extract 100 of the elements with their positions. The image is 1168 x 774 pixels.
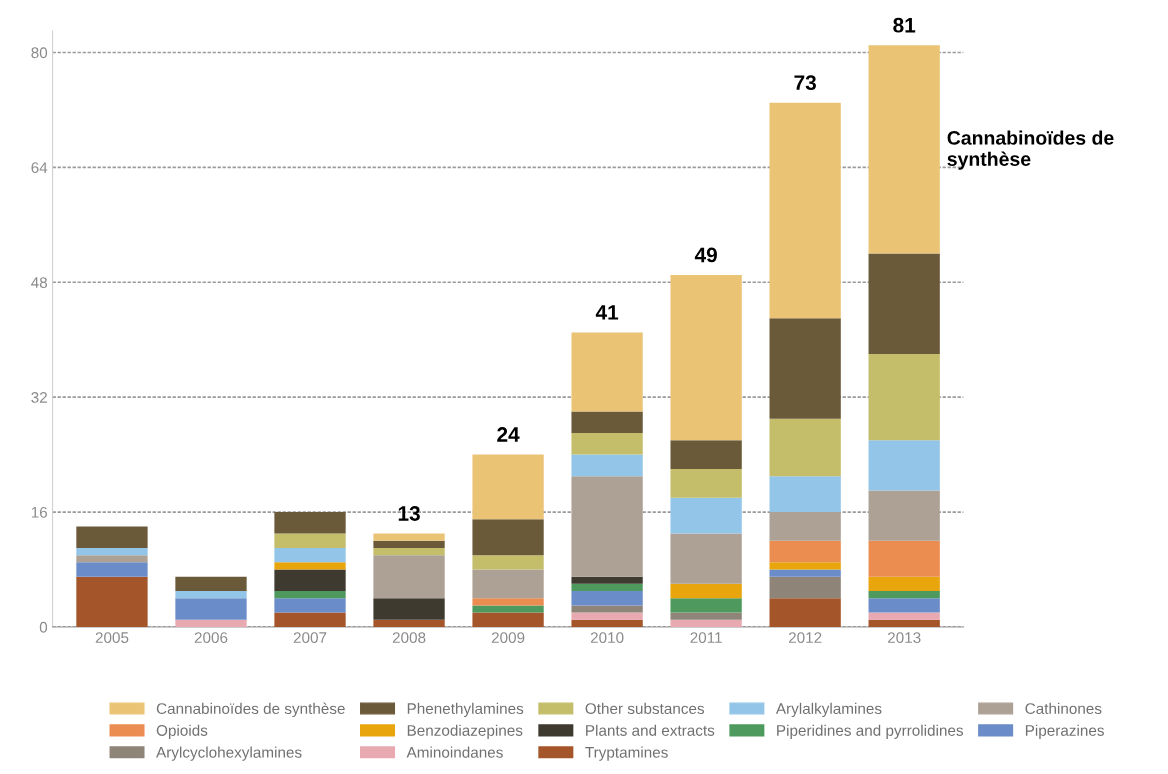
bar: [868, 576, 940, 592]
bar: [76, 526, 148, 548]
bar: [373, 598, 445, 620]
bar: [868, 253, 940, 355]
y-tick-label: 80: [31, 47, 48, 59]
bar: [670, 275, 742, 441]
bar: [274, 512, 346, 534]
bar: [571, 591, 643, 606]
total-label: 41: [595, 305, 619, 320]
bar: [769, 318, 841, 419]
bar: [571, 476, 643, 577]
bar: [868, 354, 940, 441]
legend-label: Piperazines: [1025, 724, 1104, 739]
y-tick-label: 32: [31, 392, 47, 403]
bar: [472, 569, 544, 599]
bar: [868, 540, 940, 577]
bar: [769, 540, 841, 563]
legend-label: Cathinones: [1025, 702, 1102, 715]
bar: [769, 569, 841, 577]
bar: [670, 533, 742, 584]
bar: [571, 605, 643, 613]
bar: [670, 497, 742, 534]
bar: [76, 547, 148, 556]
legend-label: Opioids: [156, 724, 208, 739]
total-label: 13: [398, 506, 420, 521]
bar: [769, 562, 841, 570]
bar: [472, 555, 544, 570]
bar: [274, 533, 346, 548]
bar: [769, 512, 841, 541]
bar: [670, 440, 742, 469]
x-tick-label: 2009: [491, 632, 525, 644]
bar: [868, 619, 940, 627]
x-tick-label: 2010: [590, 632, 624, 644]
bar: [373, 533, 445, 541]
bar: [769, 102, 841, 319]
bar: [472, 598, 544, 606]
legend-label: Arylalkylamines: [775, 702, 882, 718]
bar: [373, 619, 445, 627]
bar: [373, 555, 445, 599]
bar: [373, 547, 445, 556]
bar: [571, 332, 643, 412]
bar: [175, 576, 247, 592]
x-tick-label: 2013: [887, 632, 921, 644]
bar: [571, 619, 643, 627]
total-label: 73: [794, 75, 816, 91]
total-label: 81: [893, 17, 916, 33]
bar: [571, 433, 643, 455]
bar: [769, 418, 841, 477]
bar: [670, 598, 742, 613]
bar: [175, 619, 247, 627]
bar: [274, 569, 346, 592]
legend-label: Arylcyclohexylamines: [156, 746, 302, 761]
bar: [868, 591, 940, 599]
legend-label: Aminoindanes: [406, 746, 503, 758]
legend-label: Cannabinoïdes de synthèse: [156, 702, 345, 718]
bar: [175, 591, 247, 599]
bar: [76, 555, 148, 563]
bar: [472, 454, 544, 520]
legend-label: Plants and extracts: [586, 724, 715, 736]
bar: [571, 576, 643, 584]
bar: [76, 562, 148, 577]
bar: [571, 411, 643, 434]
bar: [769, 598, 841, 627]
bar: [769, 576, 841, 599]
bar: [571, 454, 643, 477]
bar: [868, 490, 940, 541]
bar: [670, 612, 742, 620]
bar: [571, 612, 643, 620]
bar: [274, 562, 346, 570]
bar: [868, 45, 940, 254]
bar: [670, 583, 742, 599]
x-tick-label: 2012: [788, 632, 822, 644]
bar: [868, 440, 940, 491]
bar: [868, 612, 940, 620]
legend-label: Other substances: [585, 702, 705, 715]
bar: [868, 598, 940, 613]
x-tick-label: 2008: [392, 632, 426, 644]
legend-label: Tryptamines: [585, 746, 668, 761]
y-tick-label: 0: [39, 621, 48, 633]
bar: [274, 547, 346, 563]
bar: [670, 468, 742, 498]
x-tick-label: 2007: [293, 632, 327, 644]
bar: [274, 598, 346, 613]
legend-label: Phenethylamines: [407, 702, 524, 718]
x-tick-label: 2006: [194, 632, 228, 644]
legend-label: Benzodiazepines: [407, 724, 523, 739]
bar: [769, 476, 841, 513]
total-label: 24: [497, 427, 520, 442]
bar: [274, 591, 346, 599]
y-tick-label: 64: [31, 162, 48, 174]
bar: [472, 612, 544, 627]
bar: [373, 540, 445, 548]
legend-label: Piperidines and pyrrolidines: [777, 724, 964, 739]
bar: [76, 576, 148, 627]
total-label: 49: [694, 247, 717, 263]
bar: [472, 605, 544, 613]
bar: [670, 619, 742, 627]
bar: [472, 519, 544, 556]
bar: [175, 598, 247, 620]
y-tick-label: 48: [31, 277, 48, 288]
